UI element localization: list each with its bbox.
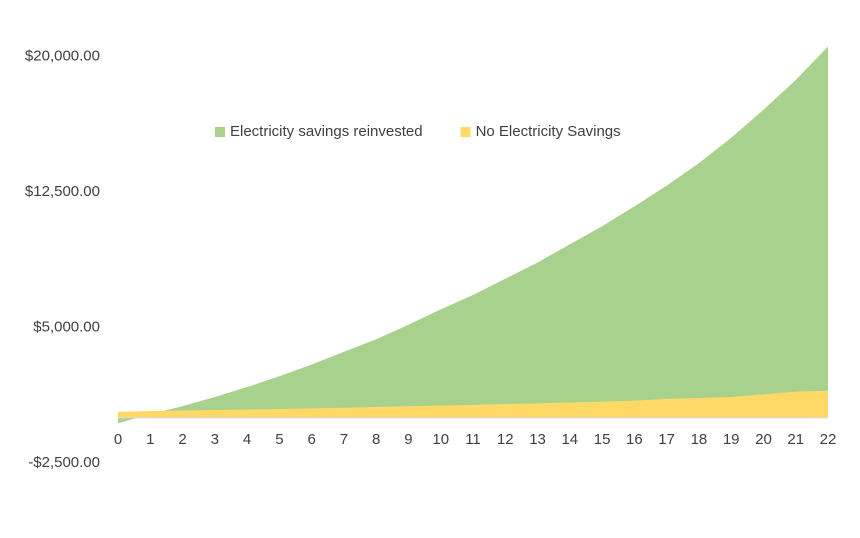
legend-label: No Electricity Savings bbox=[476, 123, 621, 140]
x-tick-label: 16 bbox=[626, 431, 643, 448]
x-tick-label: 14 bbox=[561, 431, 578, 448]
x-tick-label: 20 bbox=[755, 431, 772, 448]
y-tick-label: -$2,500.00 bbox=[28, 454, 100, 471]
x-tick-label: 10 bbox=[432, 431, 449, 448]
x-tick-label: 7 bbox=[340, 431, 348, 448]
legend-swatch bbox=[215, 127, 225, 137]
x-tick-label: 2 bbox=[178, 431, 186, 448]
area bbox=[118, 46, 828, 424]
x-tick-label: 17 bbox=[658, 431, 675, 448]
y-tick-label: $20,000.00 bbox=[25, 47, 100, 64]
y-tick-label: $5,000.00 bbox=[33, 318, 100, 335]
x-tick-label: 4 bbox=[243, 431, 251, 448]
x-tick-label: 19 bbox=[723, 431, 740, 448]
x-tick-label: 6 bbox=[307, 431, 315, 448]
x-tick-label: 3 bbox=[211, 431, 219, 448]
x-tick-label: 5 bbox=[275, 431, 283, 448]
legend-swatch bbox=[460, 127, 471, 137]
x-tick-label: 13 bbox=[529, 431, 546, 448]
legend-label: Electricity savings reinvested bbox=[230, 123, 423, 140]
x-tick-label: 1 bbox=[146, 431, 154, 448]
area bbox=[118, 390, 828, 418]
x-tick-label: 9 bbox=[404, 431, 412, 448]
x-tick-label: 18 bbox=[691, 431, 708, 448]
x-tick-label: 8 bbox=[372, 431, 380, 448]
x-tick-label: 22 bbox=[820, 431, 837, 448]
x-tick-label: 11 bbox=[465, 431, 481, 448]
y-tick-label: $12,500.00 bbox=[25, 183, 100, 200]
x-tick-label: 21 bbox=[787, 431, 804, 448]
x-tick-label: 12 bbox=[497, 431, 514, 448]
x-tick-label: 0 bbox=[114, 431, 122, 448]
x-tick-label: 15 bbox=[594, 431, 611, 448]
